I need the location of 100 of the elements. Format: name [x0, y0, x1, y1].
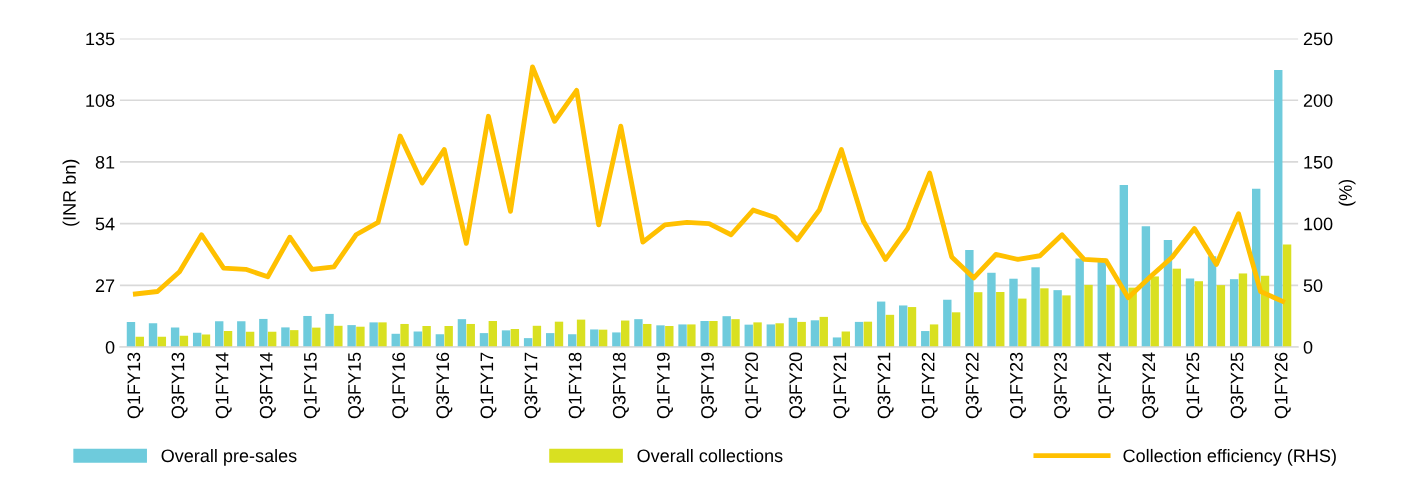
bar: [1053, 290, 1062, 348]
bar: [1150, 276, 1159, 348]
bar: [148, 323, 158, 348]
y-tick-label: 108: [86, 94, 115, 107]
bar: [943, 299, 952, 348]
bar: [435, 334, 445, 348]
bar: [665, 326, 674, 348]
x-tick-label: Q3FY25: [1230, 352, 1247, 419]
x-tick-label: Q1FY23: [1009, 352, 1026, 419]
bar: [898, 305, 908, 348]
bar: [643, 323, 652, 348]
bar: [620, 320, 630, 348]
bar: [612, 332, 621, 348]
legend-label: Overall pre-sales: [161, 448, 297, 466]
x-tick-label: Q3FY21: [877, 352, 894, 419]
bar: [554, 321, 564, 348]
y2-tick-label: 250: [1303, 32, 1333, 46]
bar: [510, 328, 520, 348]
bar: [568, 334, 577, 348]
y-tick-label: 135: [86, 32, 115, 46]
bar: [766, 324, 775, 348]
bar: [951, 312, 961, 348]
bar: [965, 249, 974, 348]
bar: [854, 321, 864, 348]
bar: [810, 320, 820, 348]
x-tick-label: Q3FY13: [171, 352, 188, 419]
x-tick-label: Q3FY19: [701, 352, 718, 419]
y2-tick-label: 150: [1304, 155, 1333, 169]
bar: [1229, 279, 1239, 348]
bar: [709, 320, 718, 348]
x-tick-label: Q3FY18: [612, 352, 629, 419]
x-tick-label: Q3FY20: [789, 352, 806, 419]
x-tick-label: Q1FY24: [1098, 352, 1115, 419]
bar: [907, 307, 917, 348]
y2-tick-label: 0: [1303, 340, 1313, 354]
bar: [334, 325, 343, 348]
bar: [687, 324, 696, 348]
bar: [590, 329, 599, 348]
bar: [1075, 258, 1084, 348]
line-series: [132, 64, 1286, 304]
bar: [656, 325, 665, 348]
bar: [876, 301, 886, 348]
bar: [753, 322, 762, 348]
x-tick-label: Q1FY17: [480, 352, 497, 419]
bar: [1185, 278, 1195, 348]
bar: [974, 292, 983, 348]
bar: [1084, 284, 1093, 348]
bar: [223, 331, 233, 348]
y-tick-label: 0: [105, 340, 115, 354]
bar: [819, 316, 828, 348]
x-tick-label: Q1FY15: [303, 352, 320, 419]
bar: [775, 323, 784, 348]
x-tick-label: Q1FY26: [1274, 352, 1291, 419]
bar: [1031, 267, 1040, 348]
bar: [290, 330, 299, 348]
y-axis-title: (INR bn): [62, 159, 80, 226]
bar: [532, 325, 542, 348]
bar: [400, 323, 409, 348]
bar: [347, 325, 356, 348]
bar: [325, 313, 334, 348]
x-tick-label: Q3FY22: [965, 352, 982, 419]
bar: [634, 319, 643, 348]
x-tick-label: Q1FY22: [921, 352, 938, 419]
y2-tick-label: 200: [1303, 94, 1333, 107]
x-tick-label: Q3FY15: [348, 352, 365, 419]
bar: [170, 327, 180, 348]
bar: [356, 326, 365, 348]
bar: [1238, 273, 1248, 348]
bar: [1194, 281, 1204, 348]
x-tick-label: Q1FY21: [833, 352, 850, 419]
y2-tick-label: 100: [1304, 217, 1333, 231]
bar: [201, 334, 211, 348]
bar: [929, 324, 939, 348]
bar: [1040, 288, 1049, 348]
bar: [369, 322, 378, 348]
bar: [303, 315, 312, 348]
bar: [259, 318, 268, 348]
bar: [1009, 278, 1018, 348]
x-tick-label: Q3FY14: [259, 352, 276, 419]
bar: [921, 331, 930, 348]
y2-axis-title: (%): [1338, 179, 1356, 206]
x-tick-label: Q1FY18: [568, 352, 585, 419]
bar: [1274, 70, 1283, 348]
bar: [1018, 298, 1027, 348]
bar: [731, 319, 740, 348]
bar: [987, 272, 996, 348]
bar: [126, 321, 136, 348]
bar: [444, 326, 453, 348]
bar: [466, 323, 475, 348]
x-tick-label: Q3FY24: [1142, 352, 1159, 419]
x-tick-label: Q1FY14: [215, 352, 232, 419]
y2-tick-label: 50: [1303, 279, 1323, 293]
bar: [797, 321, 806, 348]
bar: [1062, 295, 1071, 348]
bar: [700, 320, 709, 348]
y-tick-label: 81: [95, 155, 115, 169]
legend-label: Overall collections: [637, 448, 783, 463]
bar: [885, 314, 895, 348]
bar: [832, 337, 842, 348]
bar: [1172, 268, 1181, 348]
